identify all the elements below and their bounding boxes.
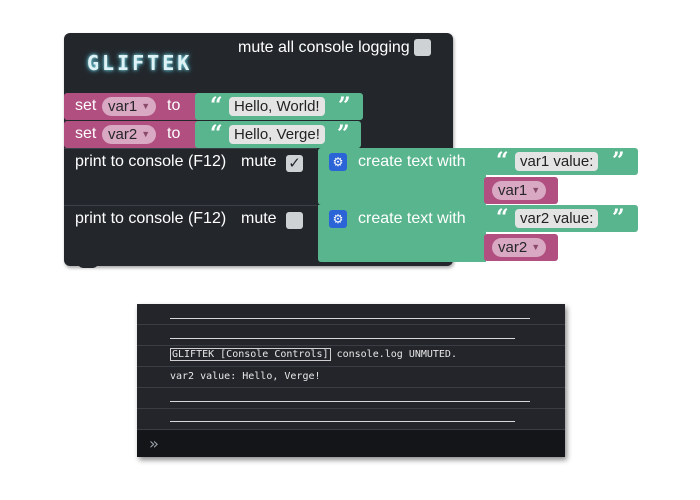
- console-input[interactable]: »: [137, 430, 565, 457]
- to-label: to: [167, 97, 181, 114]
- open-quote-icon: “: [496, 205, 509, 231]
- console-separator-line: [170, 401, 530, 402]
- open-quote-icon: “: [210, 121, 223, 147]
- print-to-console-label: print to console (F12): [75, 153, 227, 170]
- text-field[interactable]: Hello, Verge!: [229, 125, 325, 144]
- mute-checkbox-checked[interactable]: ✓: [286, 155, 303, 172]
- mute-all-label: mute all console logging: [238, 39, 410, 56]
- print-to-console-label: print to console (F12): [75, 210, 227, 227]
- var2-getter-block[interactable]: var2 ▼: [484, 234, 558, 261]
- console-row: [137, 325, 565, 346]
- set-label: set: [75, 97, 97, 114]
- console-prompt-icon: »: [149, 434, 159, 453]
- text-hello-verge-block[interactable]: “ Hello, Verge! ”: [195, 121, 361, 148]
- var2-dropdown[interactable]: var2 ▼: [492, 238, 547, 257]
- mute-label: mute: [241, 153, 277, 170]
- create-text-with-label: create text with: [358, 153, 466, 170]
- dropdown-arrow-icon: ▼: [141, 101, 151, 111]
- console-row: [137, 409, 565, 430]
- dropdown-arrow-icon: ▼: [531, 242, 541, 252]
- console-message: console.log UNMUTED.: [330, 349, 457, 360]
- gliftek-logo: GLIFTEK: [87, 51, 193, 75]
- mute-all-checkbox[interactable]: [414, 39, 431, 56]
- text-field[interactable]: var1 value:: [515, 152, 599, 171]
- console-row: [137, 304, 565, 325]
- var1-dropdown[interactable]: var1 ▼: [492, 181, 547, 200]
- console-row: GLIFTEK [Console Controls] console.log U…: [137, 346, 565, 367]
- var-name: var2: [108, 126, 138, 143]
- open-quote-icon: “: [210, 93, 223, 119]
- console-log-entry: GLIFTEK [Console Controls] console.log U…: [170, 348, 457, 361]
- text-field[interactable]: var2 value:: [515, 209, 599, 228]
- close-quote-icon: ”: [337, 121, 350, 147]
- gear-icon[interactable]: ⚙: [329, 153, 347, 171]
- console-separator-line: [170, 421, 515, 422]
- open-quote-icon: “: [496, 148, 509, 174]
- var1-dropdown[interactable]: var1 ▼: [102, 97, 157, 116]
- close-quote-icon: ”: [612, 148, 625, 174]
- gear-icon[interactable]: ⚙: [329, 210, 347, 228]
- text-var2-value-block[interactable]: “ var2 value: ”: [484, 205, 638, 232]
- console-separator-line: [170, 338, 515, 339]
- console-row: [137, 388, 565, 409]
- text-field[interactable]: Hello, World!: [229, 97, 325, 116]
- block-divider: [64, 148, 317, 149]
- set-var1-block[interactable]: set var1 ▼ to: [64, 93, 201, 120]
- var-name: var1: [498, 182, 528, 199]
- var1-getter-block[interactable]: var1 ▼: [484, 177, 558, 204]
- dropdown-arrow-icon: ▼: [141, 129, 151, 139]
- to-label: to: [167, 125, 181, 142]
- mute-label: mute: [241, 210, 277, 227]
- close-quote-icon: ”: [338, 93, 351, 119]
- set-var2-block[interactable]: set var2 ▼ to: [64, 121, 201, 148]
- block-next-connector: [78, 260, 98, 268]
- text-hello-world-block[interactable]: “ Hello, World! ”: [195, 93, 363, 120]
- console-output: var2 value: Hello, Verge!: [170, 371, 321, 382]
- mute-checkbox-unchecked[interactable]: [286, 212, 303, 229]
- console-row: var2 value: Hello, Verge!: [137, 367, 565, 388]
- var-name: var2: [498, 239, 528, 256]
- var-name: var1: [108, 98, 138, 115]
- text-var1-value-block[interactable]: “ var1 value: ”: [484, 148, 638, 175]
- close-quote-icon: ”: [612, 205, 625, 231]
- console-tag: GLIFTEK [Console Controls]: [170, 348, 331, 361]
- browser-console: GLIFTEK [Console Controls] console.log U…: [137, 304, 565, 457]
- var2-dropdown[interactable]: var2 ▼: [102, 125, 157, 144]
- dropdown-arrow-icon: ▼: [531, 185, 541, 195]
- block-divider: [64, 205, 317, 206]
- console-separator-line: [170, 318, 530, 319]
- create-text-with-label: create text with: [358, 210, 466, 227]
- set-label: set: [75, 125, 97, 142]
